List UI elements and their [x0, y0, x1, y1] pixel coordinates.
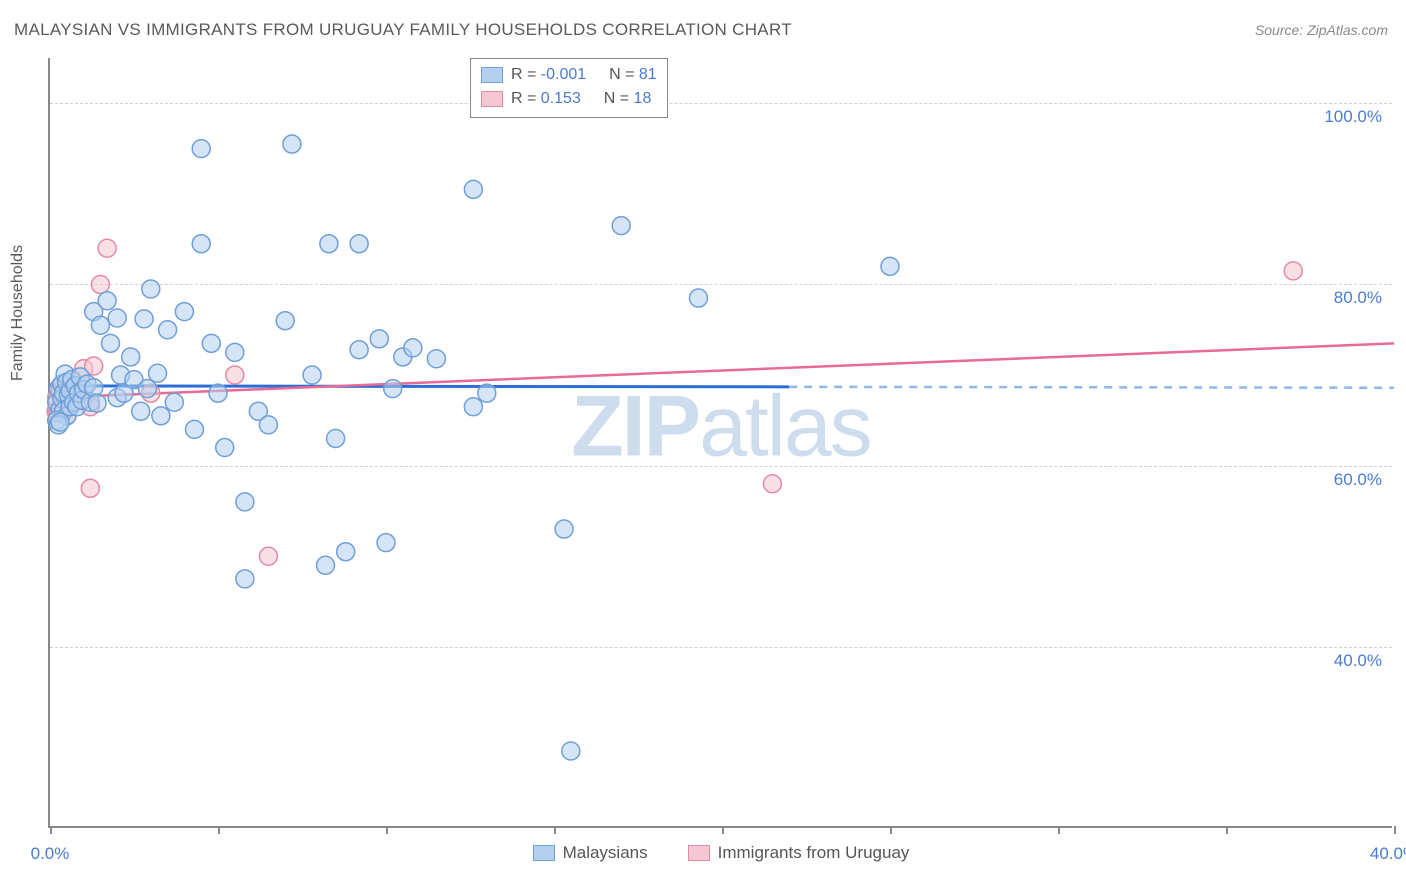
chart-title: MALAYSIAN VS IMMIGRANTS FROM URUGUAY FAM… — [14, 20, 792, 40]
y-axis-label: Family Households — [9, 245, 27, 381]
series-label: Malaysians — [563, 843, 648, 863]
legend-stats: R = -0.001 N = 81 — [511, 63, 657, 87]
source-attribution: Source: ZipAtlas.com — [1255, 22, 1388, 38]
legend-swatch — [688, 845, 710, 861]
legend-stats: R = 0.153 N = 18 — [511, 87, 651, 111]
correlation-legend: R = -0.001 N = 81 R = 0.153 N = 18 — [470, 58, 668, 118]
chart-container: MALAYSIAN VS IMMIGRANTS FROM URUGUAY FAM… — [0, 0, 1406, 892]
legend-row: R = 0.153 N = 18 — [481, 87, 657, 111]
series-label: Immigrants from Uruguay — [718, 843, 910, 863]
series-legend-item: Malaysians — [533, 843, 648, 863]
legend-swatch — [481, 91, 503, 107]
legend-row: R = -0.001 N = 81 — [481, 63, 657, 87]
series-legend: Malaysians Immigrants from Uruguay — [50, 843, 1392, 866]
chart-svg — [50, 58, 1392, 826]
series-legend-item: Immigrants from Uruguay — [688, 843, 910, 863]
plot-area: ZIPatlas 40.0%60.0%80.0%100.0% 0.0%40.0%… — [48, 58, 1392, 828]
legend-swatch — [533, 845, 555, 861]
legend-swatch — [481, 67, 503, 83]
